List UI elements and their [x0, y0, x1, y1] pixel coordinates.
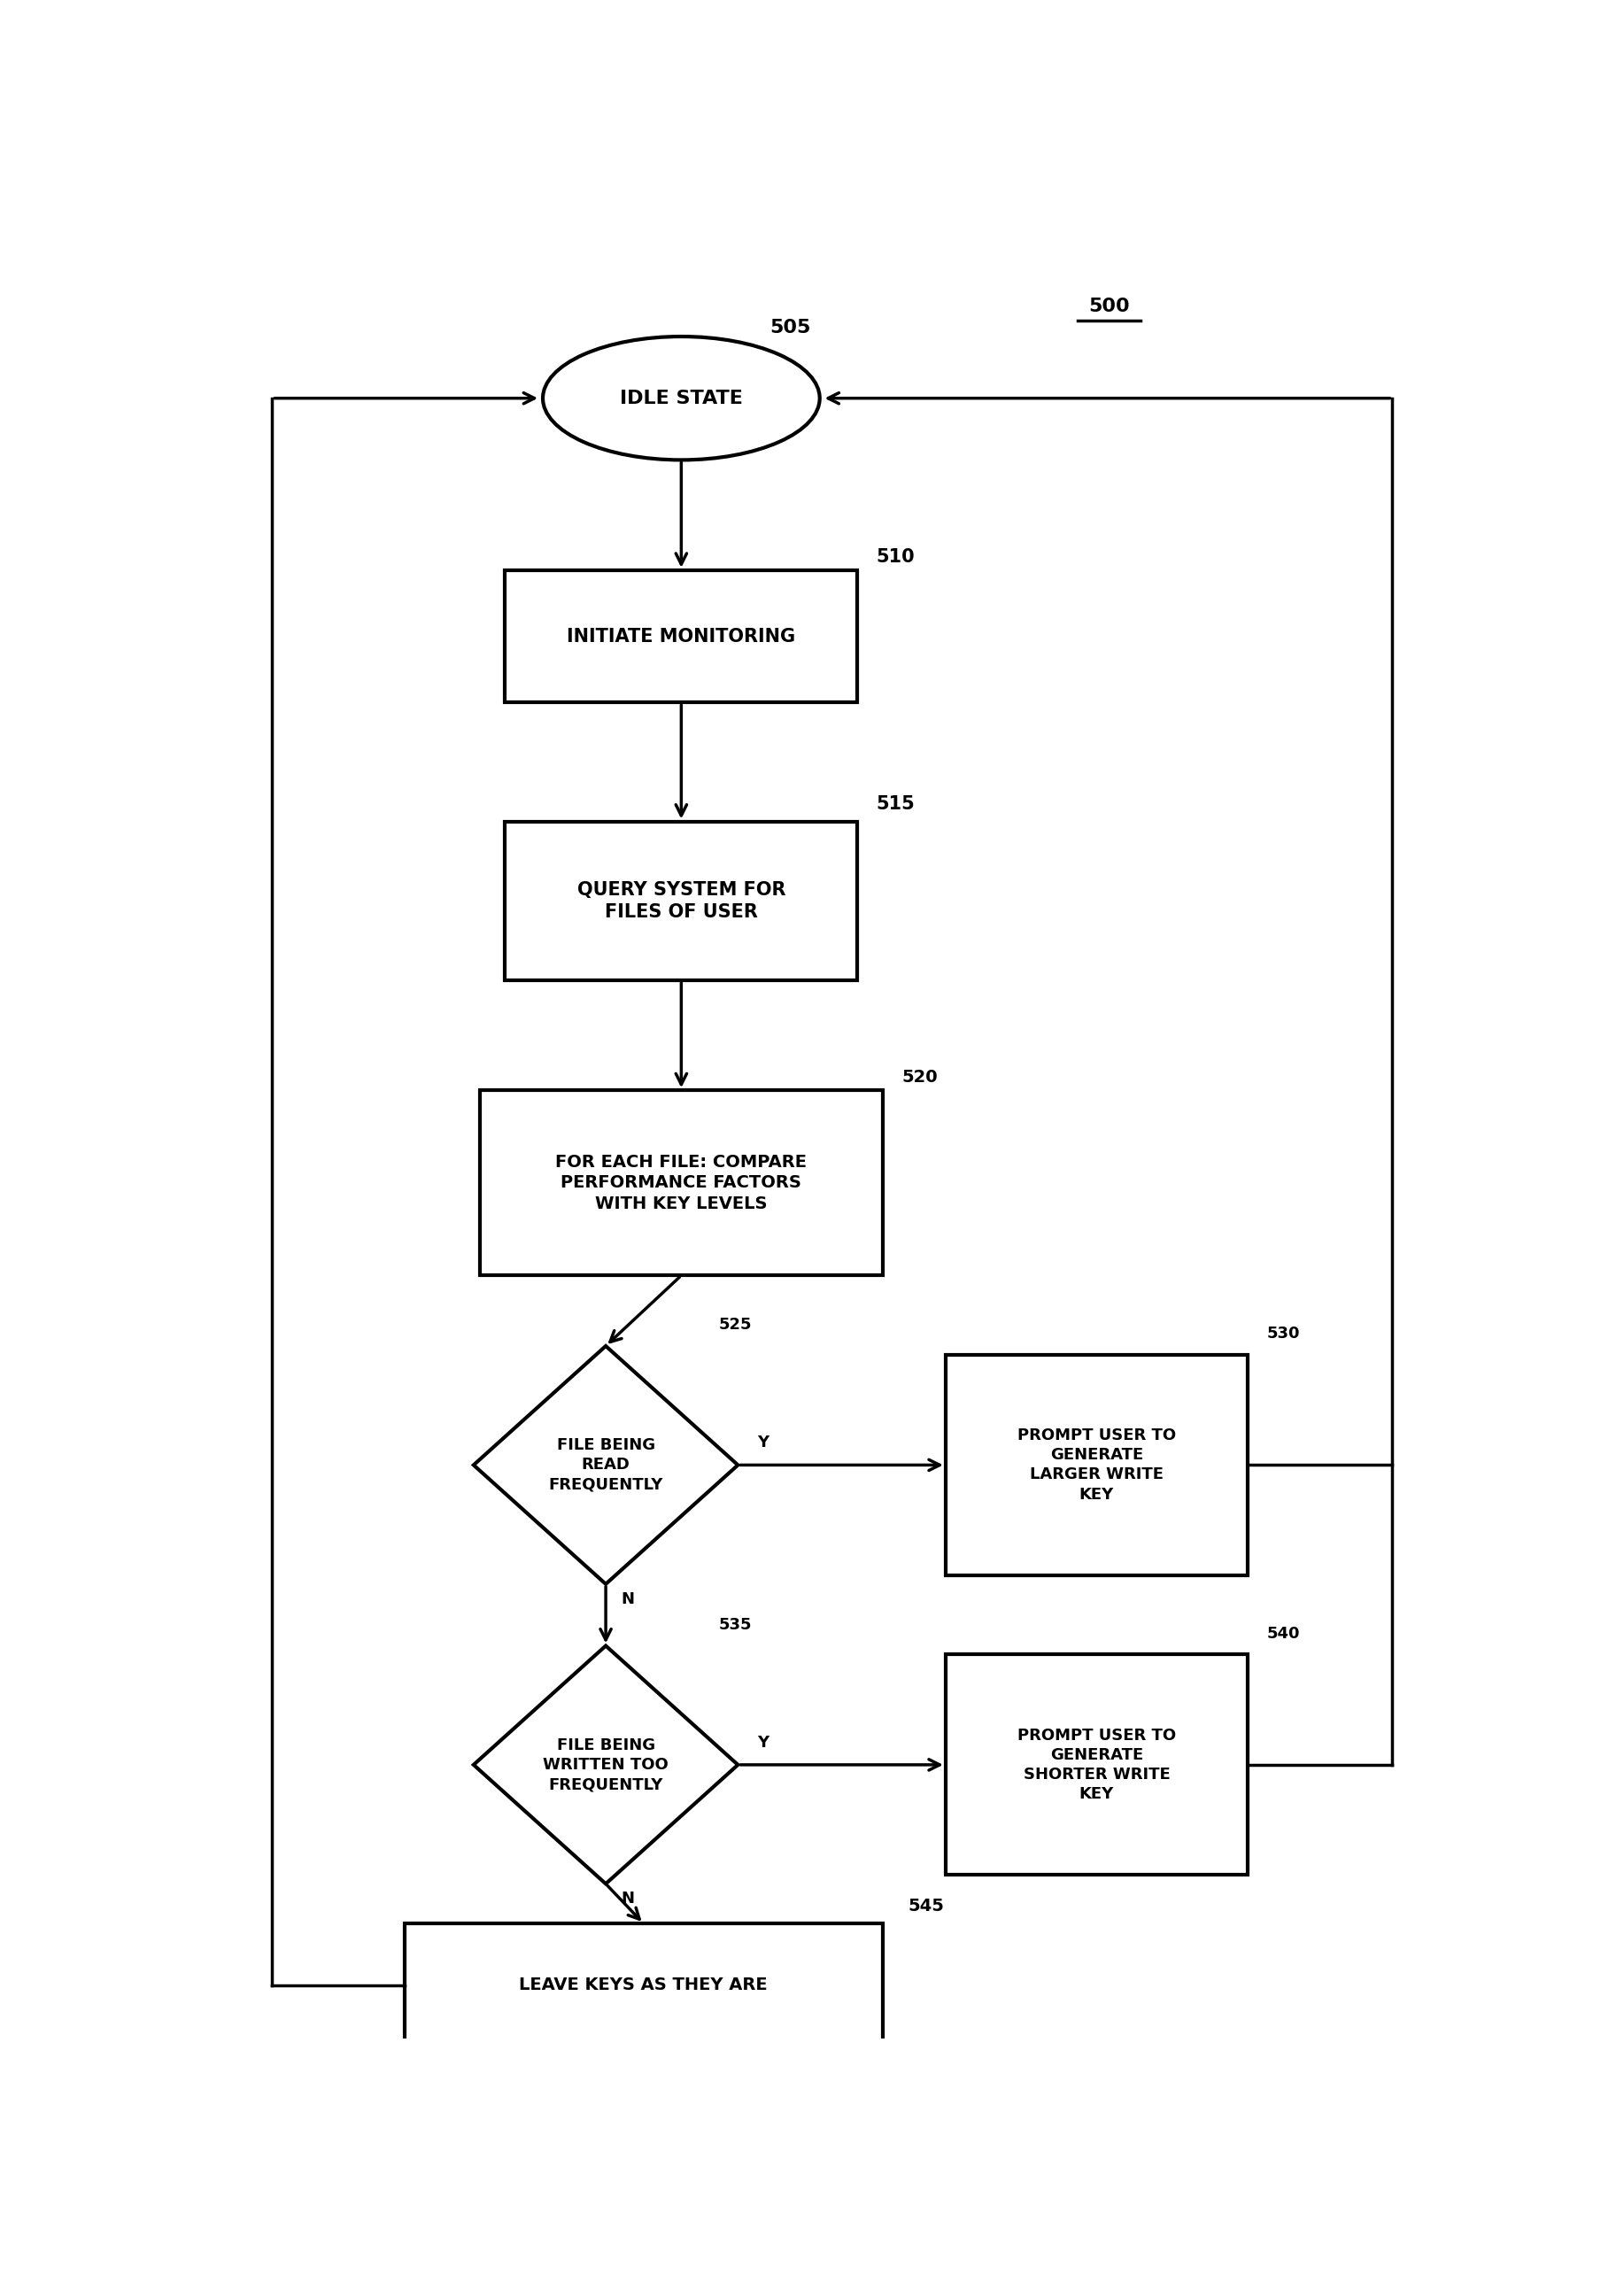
Text: FILE BEING
WRITTEN TOO
FREQUENTLY: FILE BEING WRITTEN TOO FREQUENTLY [542, 1738, 669, 1793]
Text: 505: 505 [770, 318, 810, 337]
Polygon shape [474, 1347, 737, 1585]
Text: FILE BEING
READ
FREQUENTLY: FILE BEING READ FREQUENTLY [549, 1438, 663, 1493]
Bar [945, 1656, 1247, 1876]
Text: 500: 500 [1088, 298, 1130, 316]
Text: PROMPT USER TO
GENERATE
LARGER WRITE
KEY: PROMPT USER TO GENERATE LARGER WRITE KEY [1017, 1427, 1176, 1502]
Text: 535: 535 [719, 1617, 752, 1633]
Text: INITIATE MONITORING: INITIATE MONITORING [567, 627, 796, 646]
Text: N: N [620, 1592, 633, 1608]
Text: 545: 545 [908, 1898, 944, 1914]
Polygon shape [474, 1647, 737, 1885]
Text: 540: 540 [1267, 1626, 1299, 1642]
Text: 510: 510 [877, 547, 914, 566]
Ellipse shape [542, 337, 820, 460]
Text: FOR EACH FILE: COMPARE
PERFORMANCE FACTORS
WITH KEY LEVELS: FOR EACH FILE: COMPARE PERFORMANCE FACTO… [555, 1154, 807, 1211]
Bar [505, 570, 857, 703]
Text: LEAVE KEYS AS THEY ARE: LEAVE KEYS AS THEY ARE [520, 1976, 768, 1995]
Text: IDLE STATE: IDLE STATE [620, 389, 742, 408]
Text: 515: 515 [877, 795, 914, 813]
Text: 530: 530 [1267, 1326, 1299, 1342]
Text: N: N [620, 1892, 633, 1908]
Text: QUERY SYSTEM FOR
FILES OF USER: QUERY SYSTEM FOR FILES OF USER [577, 882, 786, 921]
Text: 525: 525 [719, 1317, 752, 1333]
Bar [404, 1924, 883, 2047]
Text: Y: Y [757, 1736, 768, 1750]
Text: 520: 520 [901, 1069, 937, 1085]
Bar [945, 1356, 1247, 1576]
Bar [505, 822, 857, 980]
Text: Y: Y [757, 1436, 768, 1452]
Text: PROMPT USER TO
GENERATE
SHORTER WRITE
KEY: PROMPT USER TO GENERATE SHORTER WRITE KE… [1017, 1727, 1176, 1802]
Bar [481, 1090, 883, 1276]
